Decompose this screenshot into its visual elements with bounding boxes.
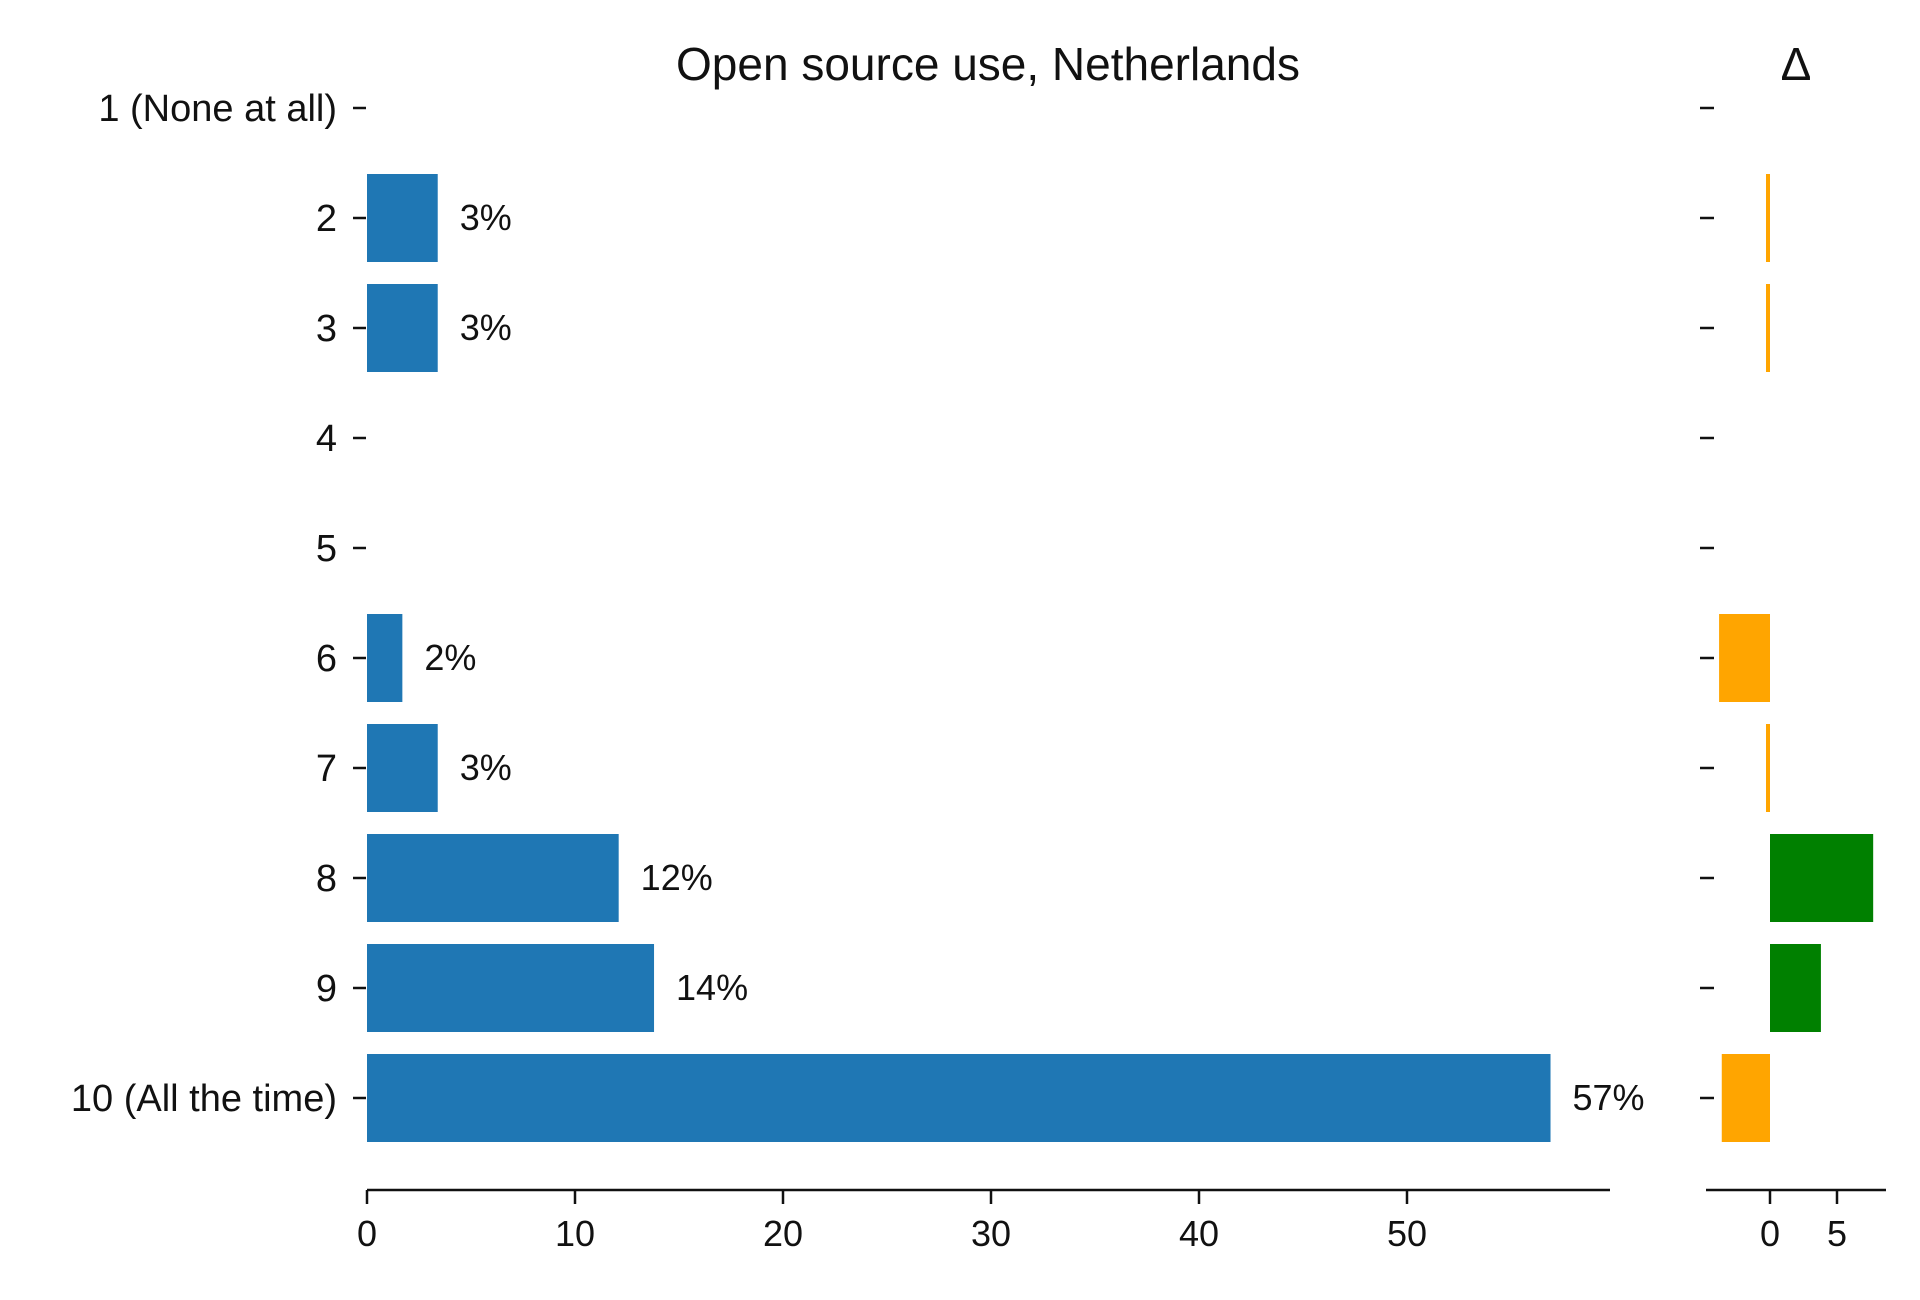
data-label: 3%	[460, 197, 512, 238]
x-tick-label: 20	[763, 1213, 803, 1254]
delta-bar	[1766, 284, 1770, 372]
main-chart-title: Open source use, Netherlands	[676, 38, 1300, 90]
data-label: 12%	[641, 857, 713, 898]
bar	[367, 834, 619, 922]
delta-bar	[1766, 724, 1770, 812]
bar	[367, 284, 438, 372]
x-tick-label: 10	[555, 1213, 595, 1254]
category-label: 9	[316, 968, 337, 1010]
data-label: 3%	[460, 307, 512, 348]
x-tick-label: 0	[357, 1213, 377, 1254]
category-label: 10 (All the time)	[71, 1078, 337, 1120]
delta-bar	[1766, 174, 1770, 262]
delta-x-tick-label: 0	[1760, 1213, 1780, 1254]
bar	[367, 614, 403, 702]
delta-bar	[1719, 614, 1770, 702]
data-label: 3%	[460, 747, 512, 788]
category-label: 8	[316, 858, 337, 900]
delta-bar	[1770, 834, 1874, 922]
category-label: 3	[316, 308, 337, 350]
bar	[367, 1054, 1551, 1142]
x-tick-label: 50	[1387, 1213, 1427, 1254]
x-tick-label: 30	[971, 1213, 1011, 1254]
category-label: 4	[316, 418, 337, 460]
data-label: 2%	[424, 637, 476, 678]
category-label: 6	[316, 638, 337, 680]
delta-chart-title: Δ	[1781, 38, 1812, 90]
category-label: 5	[316, 528, 337, 570]
main-x-axis: 0 10 20 30 40 50	[357, 1188, 1610, 1254]
x-tick-label: 40	[1179, 1213, 1219, 1254]
delta-bar	[1770, 944, 1821, 1032]
bar	[367, 944, 655, 1032]
category-label: 2	[316, 198, 337, 240]
data-label: 57%	[1573, 1077, 1645, 1118]
category-label: 1 (None at all)	[98, 88, 337, 130]
data-label: 14%	[676, 967, 748, 1008]
delta-bar	[1721, 1054, 1770, 1142]
category-label: 7	[316, 748, 337, 790]
bar	[367, 174, 438, 262]
bar	[367, 724, 438, 812]
delta-bars-group	[1700, 106, 1874, 1142]
main-bars-group: 3% 3% 2% 3% 12% 14% 57%	[367, 174, 1645, 1142]
main-category-labels: 1 (None at all) 2 3 4 5 6 7 8 9 10 (All the time)	[71, 88, 366, 1120]
delta-x-tick-label: 5	[1827, 1213, 1847, 1254]
